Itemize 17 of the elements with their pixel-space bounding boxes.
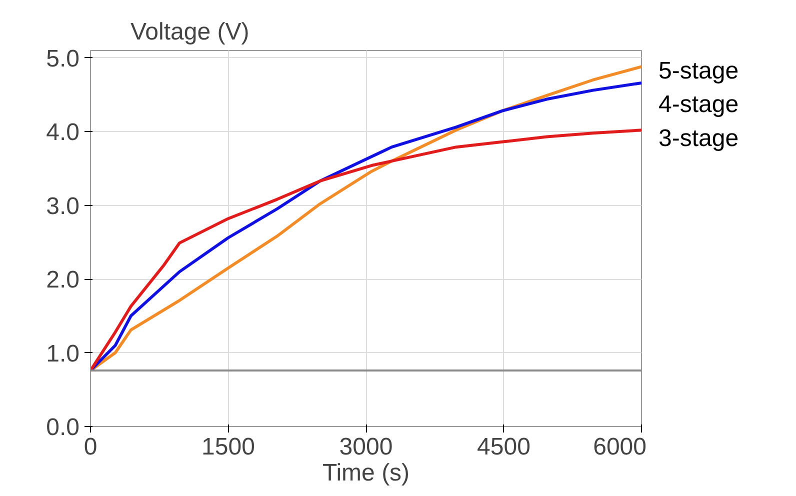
x-tick-label: 4500 xyxy=(477,434,530,460)
y-tick-label: 5.0 xyxy=(46,45,80,72)
series-label: 3-stage xyxy=(658,124,739,152)
y-tick-label: 2.0 xyxy=(46,266,80,294)
series-label: 4-stage xyxy=(658,91,739,118)
y-tick-label: 4.0 xyxy=(46,119,80,146)
chart-title: Voltage (V) xyxy=(130,18,250,46)
x-tick-label: 0 xyxy=(84,434,98,460)
y-tick-label: 1.0 xyxy=(46,340,80,368)
y-tick-label: 0.0 xyxy=(46,414,80,441)
series-label: 5-stage xyxy=(658,57,739,84)
x-tick-label: 1500 xyxy=(202,434,255,460)
x-tick-label: 6000 xyxy=(593,434,646,460)
x-axis-title: Time (s) xyxy=(322,460,410,486)
y-tick-label: 3.0 xyxy=(46,192,80,220)
line-series xyxy=(90,128,642,372)
x-tick-label: 3000 xyxy=(339,434,393,460)
